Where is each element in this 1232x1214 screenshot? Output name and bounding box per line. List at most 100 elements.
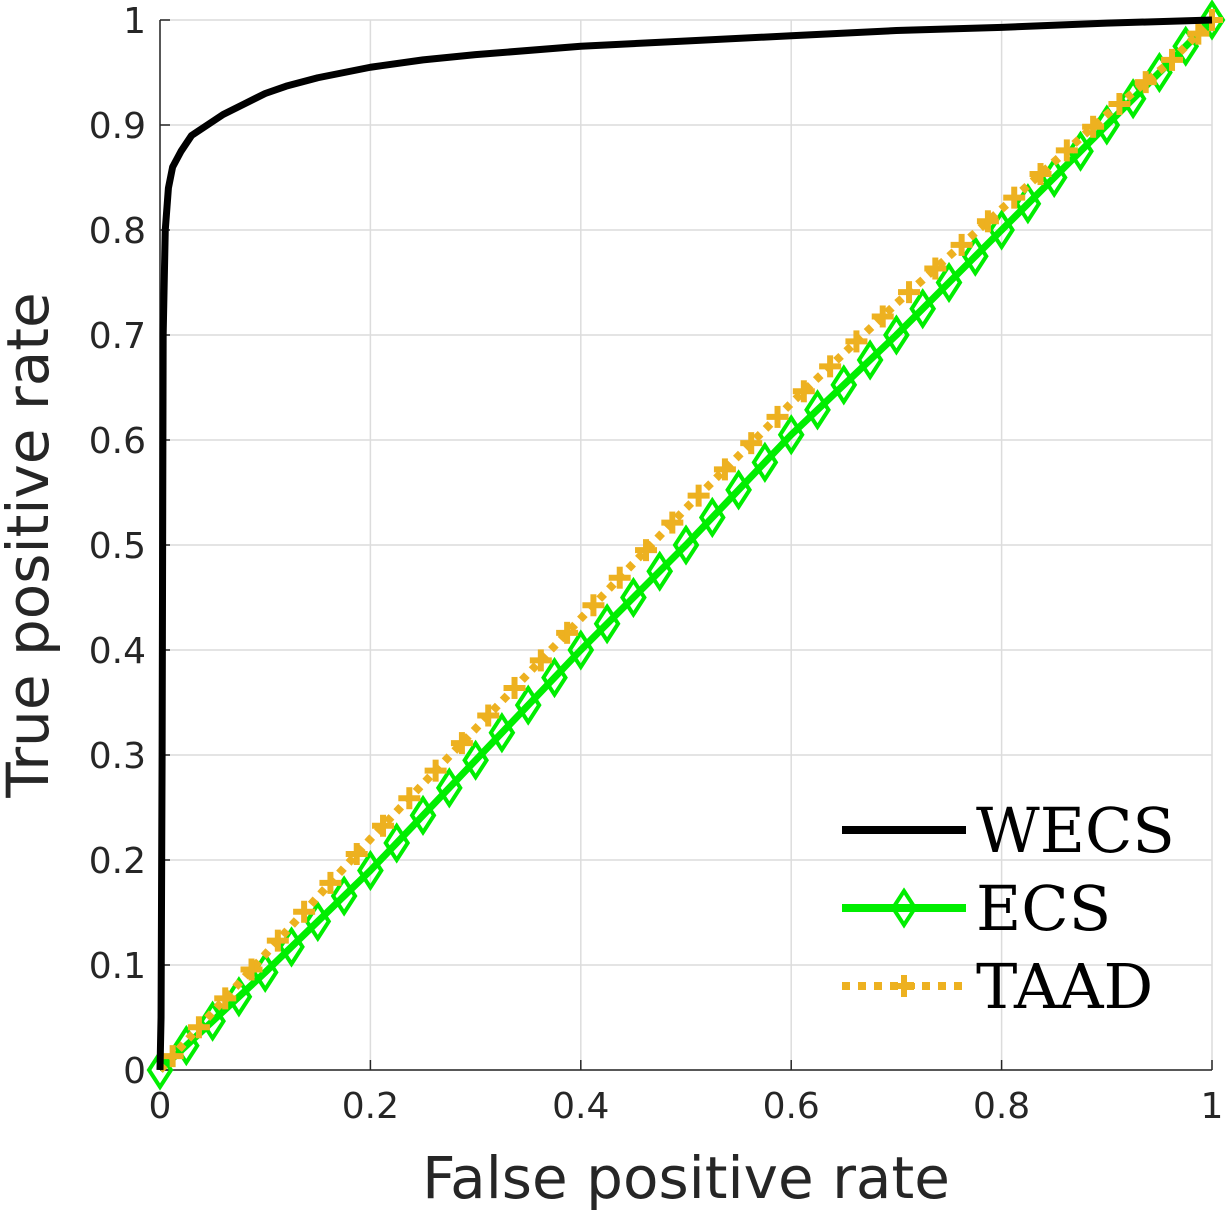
taad-marker [976, 210, 999, 233]
taad-marker [398, 787, 421, 810]
taad-marker [161, 1045, 184, 1068]
taad-marker [635, 539, 658, 562]
ecs-marker [883, 314, 910, 356]
x-axis-label: False positive rate [422, 1144, 950, 1212]
ecs-marker [646, 550, 674, 592]
ecs-marker [383, 822, 411, 864]
ecs-marker [698, 496, 726, 539]
y-tick-label: 0.2 [89, 841, 146, 882]
taad-marker [898, 281, 921, 304]
ecs-marker [462, 739, 489, 781]
ecs-marker [935, 261, 963, 304]
y-tick-label: 0.9 [89, 106, 146, 147]
ecs-marker [1093, 104, 1121, 146]
taad-marker [1187, 22, 1210, 45]
taad-marker [582, 594, 605, 617]
taad-marker [845, 330, 868, 353]
y-tick-label: 1 [123, 1, 146, 42]
ecs-marker [409, 794, 437, 837]
x-tick-label: 0.8 [973, 1086, 1030, 1127]
taad-marker [819, 355, 842, 378]
ecs-marker [541, 656, 568, 699]
ecs-marker [357, 849, 384, 892]
ecs-marker [988, 209, 1015, 251]
y-tick-label: 0.4 [89, 631, 146, 672]
taad-marker [503, 676, 526, 699]
legend-label: WECS [976, 794, 1175, 867]
ecs-marker [751, 441, 779, 483]
taad-marker [556, 621, 579, 644]
ecs-marker [1198, 0, 1226, 41]
taad-marker [372, 814, 395, 837]
ecs-marker [304, 900, 332, 943]
series-wecs [156, 16, 1213, 1071]
ecs-marker [225, 976, 253, 1018]
ecs-marker [567, 629, 595, 671]
legend-label: TAAD [976, 950, 1153, 1023]
ecs-marker [620, 576, 647, 619]
ecs-marker [830, 364, 858, 406]
taad-marker [266, 929, 289, 952]
ecs-marker [330, 875, 358, 917]
legend-item-ecs: ECS [842, 872, 1111, 945]
taad-marker [240, 958, 263, 981]
taad-marker [319, 871, 342, 894]
tick-labels: 0 0.2 0.4 0.6 0.8 1 0 0.1 0.2 0.3 0.4 0.5 0.6 0.7 0.8 0… [89, 1, 1224, 1127]
taad-marker [424, 759, 447, 782]
taad-marker [293, 900, 316, 923]
taad-marker [713, 458, 736, 481]
y-tick-label: 0.7 [89, 316, 146, 357]
taad-marker [661, 511, 684, 534]
taad-marker [1055, 139, 1078, 162]
wecs-line [156, 16, 1213, 1071]
ecs-marker [488, 712, 516, 754]
taad-marker [766, 405, 789, 428]
ecs-marker [909, 288, 937, 330]
taad-marker [529, 649, 552, 672]
ecs-marker [514, 684, 542, 726]
taad-marker [1029, 163, 1052, 186]
ecs-marker [172, 1024, 200, 1067]
y-tick-label: 0.3 [89, 736, 146, 777]
y-tick-label: 0.8 [89, 211, 146, 252]
x-tick-label: 0.4 [552, 1086, 609, 1127]
taad-marker [608, 566, 631, 589]
ecs-marker [804, 389, 831, 431]
taad-marker [1108, 93, 1131, 115]
ecs-marker [777, 414, 805, 456]
taad-marker [792, 380, 815, 403]
x-tick-label: 0.6 [763, 1086, 820, 1127]
ecs-marker [593, 603, 621, 645]
ecs-marker [856, 339, 884, 381]
taad-marker [450, 732, 473, 755]
taad-marker [1082, 115, 1105, 138]
taad-marker [1161, 48, 1184, 71]
legend-label: ECS [976, 872, 1111, 945]
ecs-marker [1119, 78, 1147, 120]
x-tick-label: 1 [1201, 1086, 1224, 1127]
taad-marker [477, 704, 500, 727]
ecs-marker [725, 469, 752, 511]
ecs-marker [1146, 51, 1173, 94]
ecs-marker [961, 235, 989, 277]
legend-item-wecs: WECS [842, 794, 1175, 867]
series-taad [157, 9, 1223, 1073]
x-tick-label: 0 [149, 1086, 172, 1127]
taad-marker [950, 233, 973, 256]
x-tick-label: 0.2 [342, 1086, 399, 1127]
taad-marker [871, 305, 894, 328]
taad-marker [187, 1016, 210, 1039]
taad-marker [687, 484, 710, 507]
taad-marker [1003, 186, 1026, 209]
y-tick-label: 0 [123, 1051, 146, 1092]
legend-plus-marker [893, 975, 915, 997]
ecs-marker [435, 767, 463, 809]
ecs-marker [146, 1049, 174, 1091]
legend-diamond-marker [890, 887, 918, 929]
y-axis-label: True positive rate [0, 292, 62, 798]
ecs-marker [1067, 130, 1094, 172]
y-tick-label: 0.5 [89, 526, 146, 567]
taad-marker [1134, 71, 1157, 94]
